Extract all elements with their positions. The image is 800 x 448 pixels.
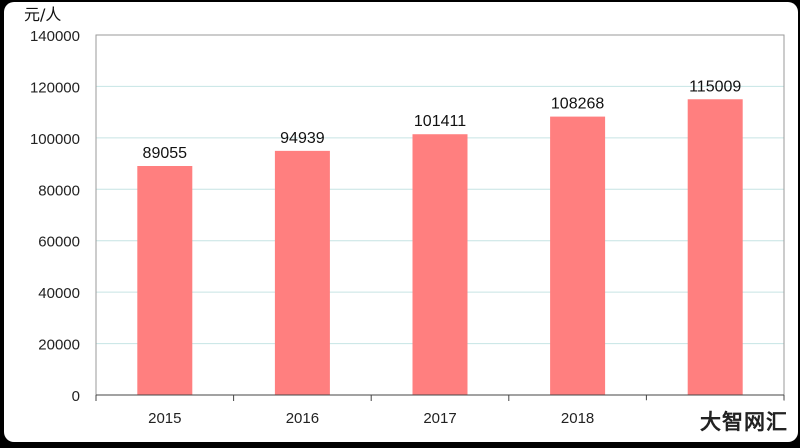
chart-frame: 元/人 0 20000 40000 60000 80000 100000 120000 140… [4,2,798,442]
y-axis-unit-label: 元/人 [24,5,61,24]
bar-value-label: 115009 [689,78,741,95]
bar-value-label: 89055 [143,145,188,162]
y-tick-label: 40000 [38,285,80,302]
bar-value-label: 94939 [280,130,325,147]
bar [550,116,606,396]
bar [687,99,743,395]
y-tick-label: 60000 [38,234,80,251]
bar [137,166,193,395]
y-tick-label: 80000 [38,182,80,199]
axes [95,34,785,401]
watermark-text: 大智网汇 [700,410,788,434]
bar-value-label: 108268 [551,96,604,113]
y-tick-label: 120000 [30,79,80,96]
bars [137,99,743,396]
labels: 0 20000 40000 60000 80000 100000 120000 140000 8… [30,28,741,427]
x-tick-label: 2018 [561,410,594,427]
y-tick-label: 140000 [30,28,80,45]
y-tick-label: 0 [72,388,80,405]
x-tick-label: 2017 [423,410,456,427]
bar [412,134,468,395]
bar-value-label: 101411 [414,113,466,130]
bar [274,150,330,395]
bar-chart: 元/人 0 20000 40000 60000 80000 100000 120000 140… [24,5,785,427]
x-tick-label: 2015 [148,410,181,427]
watermark: 大智网汇 [610,400,798,440]
x-tick-label: 2016 [286,410,319,427]
y-tick-label: 20000 [38,337,80,354]
y-tick-label: 100000 [30,131,80,148]
